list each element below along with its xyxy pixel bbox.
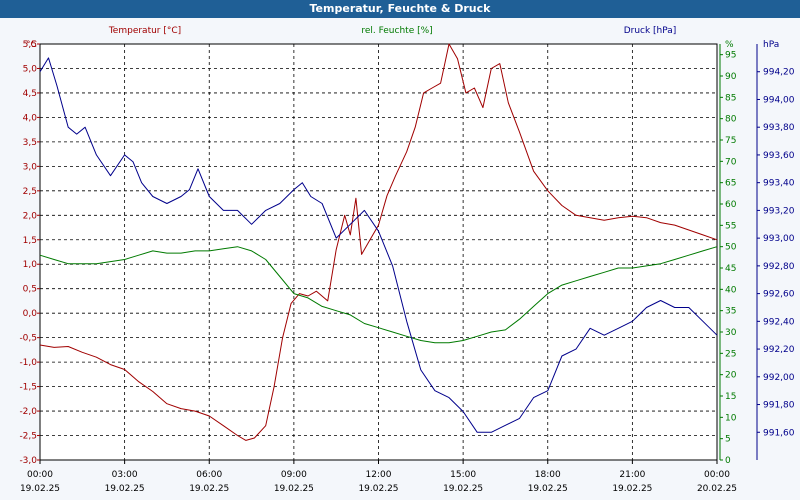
temp-tick-label: -2,5	[19, 432, 37, 442]
humidity-tick-label: 75	[725, 136, 736, 146]
pressure-tick-label: 994,00	[763, 95, 795, 105]
legend-temperature: Temperatur [°C]	[108, 26, 181, 36]
temp-unit-label: °C	[26, 40, 37, 50]
x-tick-time: 03:00	[112, 470, 138, 480]
pressure-unit-label: hPa	[763, 40, 779, 50]
temp-tick-label: 3,5	[23, 138, 37, 148]
humidity-tick-label: 10	[725, 413, 737, 423]
x-tick-time: 21:00	[619, 470, 645, 480]
series-line-humidity	[39, 246, 718, 344]
pressure-tick-label: 991,80	[763, 401, 795, 411]
x-tick-date: 19.02.25	[274, 484, 314, 494]
x-tick-time: 06:00	[196, 470, 222, 480]
temp-tick-label: 4,0	[23, 113, 38, 123]
x-tick-time: 00:00	[704, 470, 730, 480]
temp-tick-label: -1,5	[19, 383, 37, 393]
x-tick-date: 19.02.25	[528, 484, 568, 494]
x-tick-date: 19.02.25	[443, 484, 483, 494]
pressure-tick-label: 993,00	[763, 234, 795, 244]
x-tick-date: 19.02.25	[358, 484, 398, 494]
humidity-tick-label: 60	[725, 200, 737, 210]
temp-tick-label: 5,0	[23, 64, 38, 74]
temp-tick-label: 0,0	[23, 309, 38, 319]
x-tick-time: 00:00	[27, 470, 53, 480]
humidity-tick-label: 45	[725, 264, 736, 274]
humidity-tick-label: 50	[725, 243, 737, 253]
humidity-tick-label: 20	[725, 371, 737, 381]
pressure-tick-label: 992,20	[763, 345, 795, 355]
x-tick-date: 20.02.25	[697, 484, 737, 494]
temp-tick-label: 3,0	[23, 162, 38, 172]
pressure-tick-label: 992,60	[763, 290, 795, 300]
pressure-tick-label: 994,20	[763, 68, 795, 78]
pressure-tick-label: 993,60	[763, 151, 795, 161]
series-line-temperature	[39, 43, 718, 441]
temp-tick-label: 2,5	[23, 187, 37, 197]
legend-pressure: Druck [hPa]	[624, 26, 677, 36]
pressure-tick-label: 993,20	[763, 206, 795, 216]
pressure-tick-label: 993,80	[763, 123, 795, 133]
humidity-unit-label: %	[725, 40, 734, 50]
temp-tick-label: 1,5	[23, 236, 37, 246]
pressure-tick-label: 992,80	[763, 262, 795, 272]
humidity-tick-label: 80	[725, 115, 737, 125]
temp-tick-label: -3,0	[19, 456, 37, 466]
chart-title: Temperatur, Feuchte & Druck	[0, 0, 800, 18]
temp-tick-label: 5,5	[23, 40, 37, 50]
series-lines	[39, 43, 718, 441]
temp-tick-label: 1,0	[23, 260, 38, 270]
humidity-tick-label: 55	[725, 221, 736, 231]
humidity-tick-label: 40	[725, 285, 737, 295]
x-tick-date: 19.02.25	[105, 484, 145, 494]
pressure-tick-label: 991,60	[763, 428, 795, 438]
legend-humidity: rel. Feuchte [%]	[361, 26, 432, 36]
humidity-tick-label: 15	[725, 392, 736, 402]
x-tick-date: 19.02.25	[20, 484, 60, 494]
pressure-tick-label: 992,00	[763, 373, 795, 383]
humidity-tick-label: 90	[725, 72, 737, 82]
pressure-tick-label: 993,40	[763, 179, 795, 189]
temp-tick-label: 0,5	[23, 285, 37, 295]
axis-labels: 00:00 19.02.25 03:00 19.02.25 06:00 19.02.25 0…	[19, 26, 794, 494]
humidity-tick-label: 25	[725, 349, 736, 359]
pressure-tick-label: 992,40	[763, 317, 795, 327]
humidity-tick-label: 30	[725, 328, 737, 338]
temp-tick-label: 2,0	[23, 211, 38, 221]
x-tick-date: 19.02.25	[189, 484, 229, 494]
x-tick-time: 09:00	[281, 470, 307, 480]
x-tick-date: 19.02.25	[612, 484, 652, 494]
humidity-tick-label: 65	[725, 179, 736, 189]
temp-tick-label: -2,0	[19, 407, 37, 417]
series-line-pressure	[39, 57, 718, 433]
humidity-tick-label: 85	[725, 93, 736, 103]
x-tick-time: 18:00	[535, 470, 561, 480]
x-tick-time: 15:00	[450, 470, 476, 480]
plot-frame	[39, 43, 718, 461]
grid-lines	[37, 43, 760, 464]
temp-tick-label: -0,5	[19, 334, 37, 344]
temp-tick-label: 4,5	[23, 89, 37, 99]
humidity-tick-label: 5	[725, 435, 731, 445]
humidity-tick-label: 70	[725, 157, 737, 167]
humidity-tick-label: 35	[725, 307, 736, 317]
temp-tick-label: -1,0	[19, 358, 37, 368]
humidity-tick-label: 95	[725, 51, 736, 61]
humidity-tick-label: 0	[725, 456, 731, 466]
x-tick-time: 12:00	[366, 470, 392, 480]
